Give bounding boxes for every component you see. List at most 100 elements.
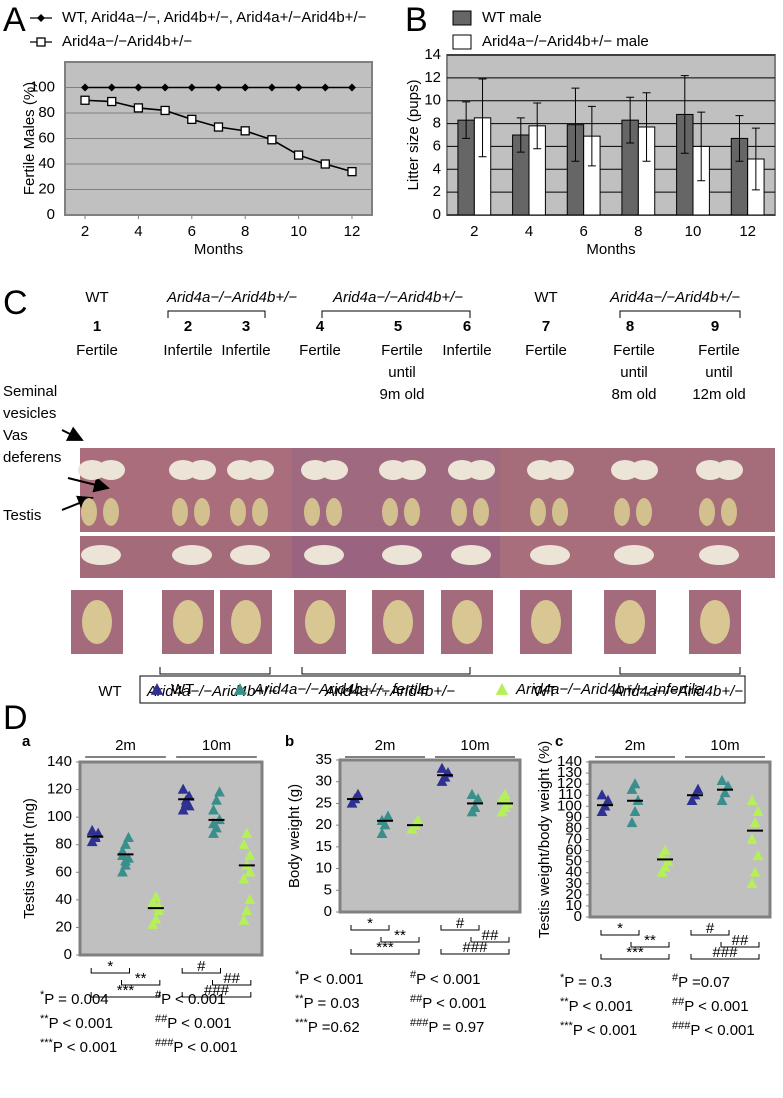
mouse-status: Infertile — [442, 342, 491, 359]
p-value: ###P < 0.001 — [672, 1020, 755, 1039]
y-tick-label: 70 — [565, 830, 582, 847]
point — [412, 814, 424, 825]
point — [187, 83, 196, 92]
panel-label: C — [3, 284, 28, 322]
sig-label: # — [197, 958, 206, 975]
y-axis-label: Body weight (g) — [286, 784, 303, 888]
sig-label: * — [367, 915, 373, 932]
sig-label: ## — [482, 927, 499, 944]
tissue — [172, 545, 212, 565]
x-tick-label: 10 — [685, 223, 702, 240]
sig-bracket — [181, 968, 221, 974]
testis — [305, 600, 335, 644]
p-value: ***P =0.62 — [295, 1017, 360, 1036]
point — [352, 788, 364, 799]
testis — [231, 600, 261, 644]
point — [376, 827, 388, 839]
y-tick-label: 40 — [38, 155, 55, 172]
mouse-status: until — [620, 364, 648, 381]
y-axis-label: Testis weight/body weight (%) — [536, 741, 553, 939]
p-text: P = 0.004 — [44, 991, 108, 1008]
point — [134, 83, 143, 92]
point — [629, 778, 641, 789]
p-text: P < 0.001 — [49, 1015, 113, 1032]
tissue — [81, 545, 121, 565]
tissue — [230, 498, 246, 526]
point — [716, 774, 728, 786]
x-tick-label: 2 — [470, 223, 478, 240]
point — [150, 891, 162, 902]
p-mark: # — [410, 969, 417, 981]
point — [80, 95, 90, 105]
y-tick-label: 140 — [47, 753, 72, 770]
sig-bracket — [181, 992, 252, 998]
mouse-status: Fertile — [698, 342, 740, 359]
panel-label: B — [405, 1, 428, 39]
p-text: P < 0.001 — [53, 1039, 117, 1056]
genotype-label: WT — [85, 289, 108, 306]
error-bar — [626, 96, 635, 144]
error-bar — [680, 75, 689, 154]
tissue — [398, 460, 426, 480]
y-tick-label: 30 — [565, 875, 582, 892]
sig-bracket — [90, 992, 161, 998]
sig-bracket — [470, 937, 510, 943]
x-tick-label: 8 — [634, 223, 642, 240]
point — [208, 827, 219, 838]
y-tick-label: 80 — [565, 819, 582, 836]
tissue — [320, 460, 348, 480]
legend-marker — [495, 683, 509, 695]
testis — [383, 600, 413, 644]
point — [160, 105, 170, 116]
point — [382, 810, 394, 821]
tissue — [188, 460, 216, 480]
y-tick-label: 20 — [315, 816, 332, 833]
p-value: *P = 0.3 — [560, 972, 612, 991]
mouse-status: 9m old — [379, 386, 424, 403]
genotype-label: Arid4a−/−Arid4b+/− — [609, 289, 740, 306]
sig-label: ### — [462, 939, 488, 956]
error-bar — [571, 87, 580, 162]
tissue — [552, 498, 568, 526]
tissue — [467, 460, 495, 480]
genotype-label: Arid4a−/−Arid4b+/− — [166, 289, 297, 306]
error-bar — [533, 102, 542, 150]
x-tick-label: 12 — [739, 223, 756, 240]
legend-swatch — [452, 34, 472, 50]
sig-bracket — [440, 949, 510, 955]
p-mark: * — [560, 972, 565, 984]
p-text: P < 0.001 — [161, 991, 225, 1008]
tissue-label: Vas — [3, 427, 28, 444]
point — [752, 805, 764, 817]
point — [37, 14, 45, 22]
point — [36, 37, 46, 47]
bracket — [321, 310, 471, 318]
y-tick-label: 5 — [324, 881, 332, 898]
sig-label: # — [456, 915, 465, 932]
point — [238, 914, 250, 925]
point — [722, 780, 734, 791]
p-mark: * — [295, 969, 300, 981]
sig-label: ** — [135, 970, 147, 987]
sig-bracket — [350, 925, 390, 931]
error-bar — [462, 101, 471, 139]
plot-area — [78, 760, 264, 957]
mouse-number: 2 — [184, 318, 192, 335]
sig-label: * — [107, 958, 113, 975]
p-text: P = 0.3 — [564, 974, 612, 991]
point — [238, 873, 250, 884]
p-text: P < 0.001 — [167, 1015, 231, 1032]
sig-label: * — [617, 920, 623, 937]
tissue — [404, 498, 420, 526]
tissue — [252, 498, 268, 526]
y-tick-label: 100 — [47, 808, 72, 825]
point — [659, 861, 671, 872]
y-tick-label: 100 — [557, 797, 582, 814]
point — [150, 913, 162, 924]
testis — [82, 600, 112, 644]
tissue — [172, 498, 188, 526]
error-bar — [735, 115, 744, 162]
tissue — [546, 460, 574, 480]
testis — [700, 600, 730, 644]
